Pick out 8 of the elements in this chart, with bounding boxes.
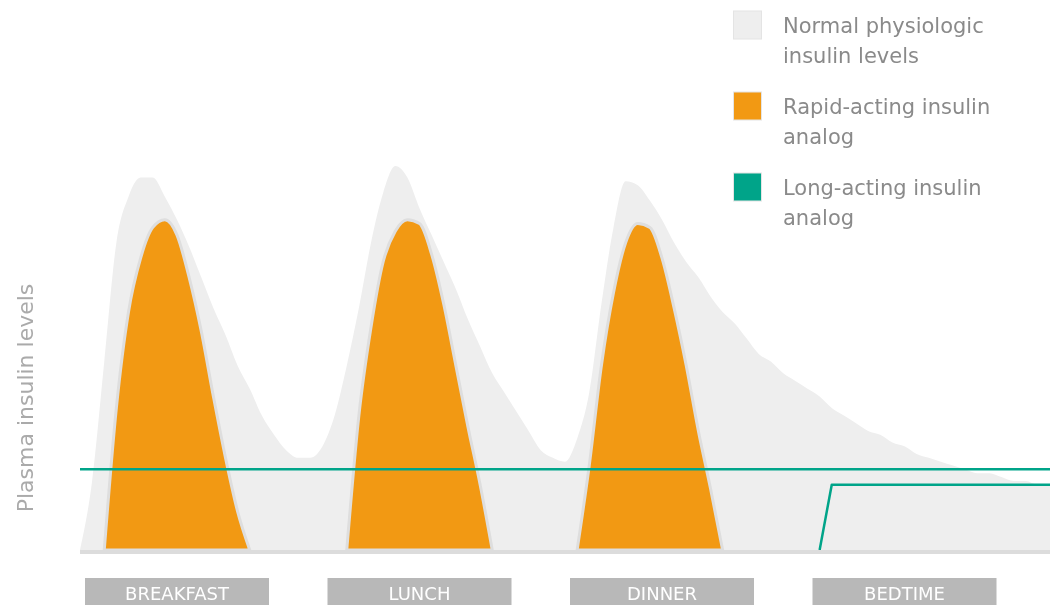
legend-label: Normal physiologic insulin levels [783,14,984,68]
x-tick-label: LUNCH [388,583,451,604]
x-tick-label: BEDTIME [864,583,945,604]
x-tick-label: DINNER [627,583,697,604]
x-tick-label: BREAKFAST [125,583,230,604]
y-axis-title: Plasma insulin levels [13,283,38,513]
legend-label: Rapid-acting insulin analog [783,95,991,149]
legend-label: Long-acting insulin analog [783,176,982,230]
